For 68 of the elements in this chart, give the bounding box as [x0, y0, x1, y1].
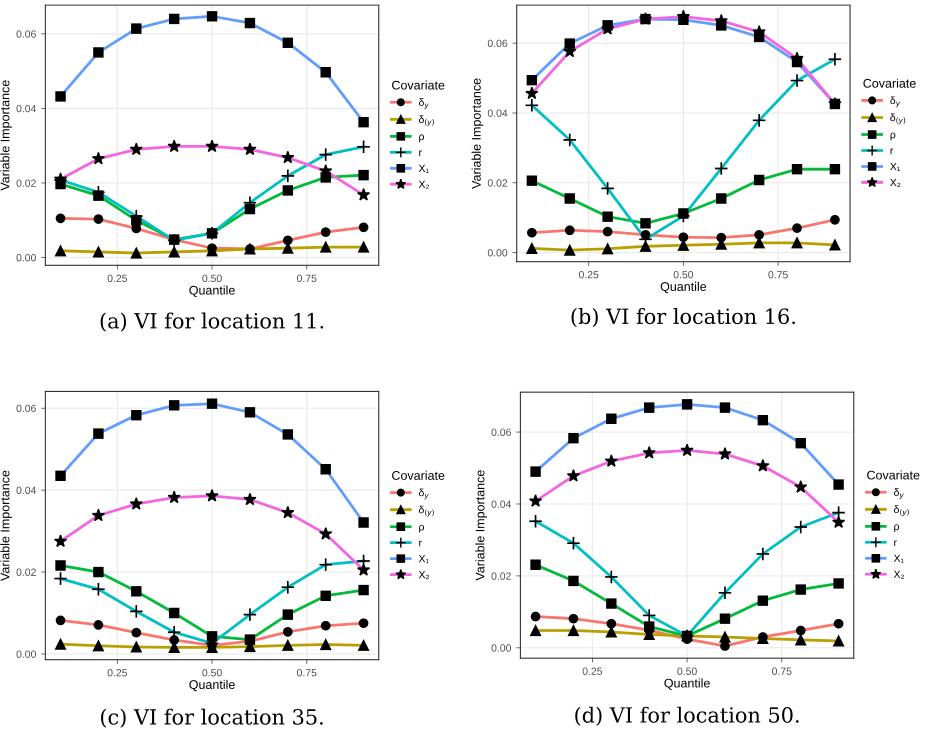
x-tick-label: 0.75	[768, 270, 788, 278]
y-tick-label: 0.06	[16, 404, 36, 412]
y-tick-label: 0.04	[16, 104, 36, 112]
text: (b) VI for location 16.	[572, 308, 795, 328]
legend-label: X₂	[418, 571, 429, 580]
text: (a) VI for location 11.	[100, 312, 324, 332]
y-axis-title: Variable Importance	[0, 80, 12, 191]
x-axis-title: Quantile	[189, 285, 235, 297]
x-tick-label: 0.25	[108, 669, 128, 676]
y-tick-label: 0.00	[16, 650, 36, 658]
y-tick-label: 0.02	[16, 568, 36, 576]
y-axis-title: Variable Importance	[0, 470, 12, 581]
y-tick-label: 0.00	[16, 254, 36, 262]
legend-label: X₂	[894, 570, 904, 579]
x-tick-label: 0.25	[582, 668, 602, 675]
legend-label: δ$_{(y)}$	[894, 505, 909, 516]
text: (d) VI for location 50.	[575, 706, 799, 726]
x-tick-label: 0.25	[578, 270, 598, 278]
legend-label: X₁	[894, 554, 904, 563]
legend-title: Covariate	[392, 470, 444, 480]
legend-label: δ$_{y}$	[890, 96, 900, 108]
legend-label: δ$_{(y)}$	[418, 115, 434, 126]
text: (c) VI for location 35.	[101, 708, 323, 728]
y-axis-title: Variable Importance	[472, 78, 484, 189]
legend-label: δ$_{(y)}$	[418, 506, 434, 516]
y-tick-label: 0.02	[16, 179, 36, 187]
y-tick-label: 0.02	[492, 572, 511, 580]
legend-label: δ$_{(y)}$	[890, 114, 906, 124]
legend-label: ρ	[890, 132, 896, 140]
y-tick-label: 0.04	[488, 109, 508, 117]
x-tick-label: 0.75	[772, 668, 792, 675]
legend-label: δ$_{y}$	[418, 488, 429, 500]
legend-label: X₁	[890, 162, 900, 172]
x-axis-title: Quantile	[664, 678, 710, 690]
legend-label: δ$_{y}$	[894, 488, 904, 500]
legend-label: r	[890, 148, 894, 154]
legend-label: r	[419, 150, 422, 156]
legend-label: r	[419, 540, 422, 546]
y-tick-label: 0.06	[488, 40, 508, 48]
y-tick-label: 0.00	[488, 249, 508, 256]
y-tick-label: 0.02	[488, 179, 508, 187]
legend-label: X₁	[418, 164, 429, 173]
legend-label: X₂	[418, 180, 429, 189]
legend-title: Covariate	[392, 80, 444, 90]
y-axis-title: Variable Importance	[475, 470, 487, 581]
x-tick-label: 0.25	[108, 274, 128, 282]
x-tick-label: 0.75	[297, 669, 316, 676]
legend-label: ρ	[419, 524, 424, 533]
legend-label: r	[894, 540, 897, 546]
legend-label: X₂	[890, 178, 900, 187]
y-tick-label: 0.06	[492, 428, 511, 436]
legend-label: ρ	[894, 524, 900, 532]
legend-title: Covariate	[863, 78, 916, 88]
x-tick-label: 0.50	[677, 668, 697, 675]
y-tick-label: 0.00	[492, 644, 511, 652]
legend-title: Covariate	[867, 470, 920, 480]
y-tick-label: 0.04	[492, 500, 512, 508]
x-tick-label: 0.50	[202, 274, 222, 282]
x-axis-title: Quantile	[660, 282, 706, 294]
legend-label: δ$_{y}$	[418, 98, 429, 110]
legend-label: X₁	[418, 555, 429, 564]
x-tick-label: 0.50	[202, 669, 222, 676]
y-tick-label: 0.04	[16, 486, 36, 494]
x-tick-label: 0.50	[674, 270, 694, 278]
legend-label: ρ	[419, 134, 424, 142]
y-tick-label: 0.06	[16, 30, 36, 38]
x-tick-label: 0.75	[297, 274, 316, 282]
x-axis-title: Quantile	[189, 680, 235, 692]
